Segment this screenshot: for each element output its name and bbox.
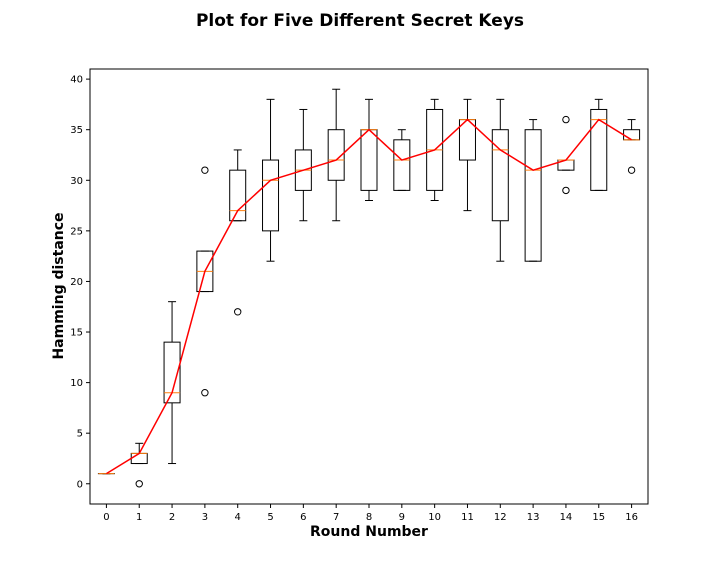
x-tick-label: 0: [103, 512, 109, 523]
box-round-2: [163, 301, 181, 465]
box-round-6: [294, 108, 312, 222]
box-body: [491, 129, 509, 222]
x-tick-label: 7: [333, 512, 339, 523]
x-axis-label: Round Number: [310, 524, 428, 540]
x-tick-label: 11: [461, 512, 474, 523]
outlier-point: [201, 166, 209, 174]
box-body: [623, 129, 641, 141]
outlier-point: [201, 389, 209, 397]
y-tick-label: 0: [77, 479, 83, 490]
box-round-16: [623, 119, 641, 174]
boxes: [97, 88, 641, 488]
box-body: [262, 159, 280, 232]
outlier-point: [234, 308, 242, 316]
x-tick-label: 5: [267, 512, 273, 523]
box-round-3: [196, 166, 214, 397]
x-tick-label: 2: [169, 512, 175, 523]
box-round-11: [458, 98, 476, 212]
x-tick-label: 12: [494, 512, 507, 523]
box-body: [229, 169, 247, 222]
median-trend-line: [106, 118, 632, 475]
box-body: [163, 341, 181, 404]
median-trend-line-group: [106, 118, 632, 475]
box-round-14: [557, 115, 575, 195]
y-tick-label: 25: [70, 226, 83, 237]
y-tick-label: 10: [70, 378, 83, 389]
x-tick-label: 1: [136, 512, 142, 523]
box-body: [590, 108, 608, 191]
box-body: [393, 139, 411, 191]
outlier-point: [562, 186, 570, 195]
y-tick-label: 30: [70, 176, 83, 187]
x-tick-label: 3: [202, 512, 208, 523]
box-round-15: [590, 98, 608, 191]
y-tick-label: 20: [70, 277, 83, 288]
box-body: [130, 452, 148, 465]
box-round-13: [524, 119, 542, 262]
box-body: [524, 129, 542, 262]
box-round-8: [360, 98, 378, 202]
box-body: [360, 129, 378, 191]
x-axis: 0 1 2 3 4 5 6 7 8 9 10 11 12 13 14 15 16: [103, 504, 638, 523]
x-tick-label: 16: [625, 512, 638, 523]
x-tick-label: 9: [399, 512, 405, 523]
outlier-point: [562, 115, 570, 124]
x-tick-label: 10: [428, 512, 441, 523]
box-body: [327, 129, 345, 181]
chart-title: Plot for Five Different Secret Keys: [196, 11, 524, 31]
x-tick-label: 13: [527, 512, 540, 523]
y-tick-label: 15: [70, 328, 83, 339]
y-tick-label: 5: [77, 429, 83, 440]
y-axis: 0 5 10 15 20 25 30 35 40: [70, 75, 90, 490]
box-round-4: [229, 149, 247, 316]
y-tick-label: 40: [70, 75, 83, 86]
y-axis-label: Hamming distance: [51, 212, 67, 359]
x-tick-label: 15: [592, 512, 605, 523]
outlier-point: [135, 480, 143, 488]
y-tick-label: 35: [70, 125, 83, 136]
outlier-point: [627, 166, 636, 174]
box-round-7: [327, 88, 345, 222]
box-round-5: [262, 98, 280, 262]
plot-area: [89, 68, 649, 505]
box-round-12: [491, 98, 509, 262]
x-tick-label: 4: [235, 512, 241, 523]
box-round-1: [130, 442, 148, 488]
x-tick-label: 8: [366, 512, 372, 523]
x-tick-label: 6: [300, 512, 306, 523]
x-tick-label: 14: [560, 512, 573, 523]
